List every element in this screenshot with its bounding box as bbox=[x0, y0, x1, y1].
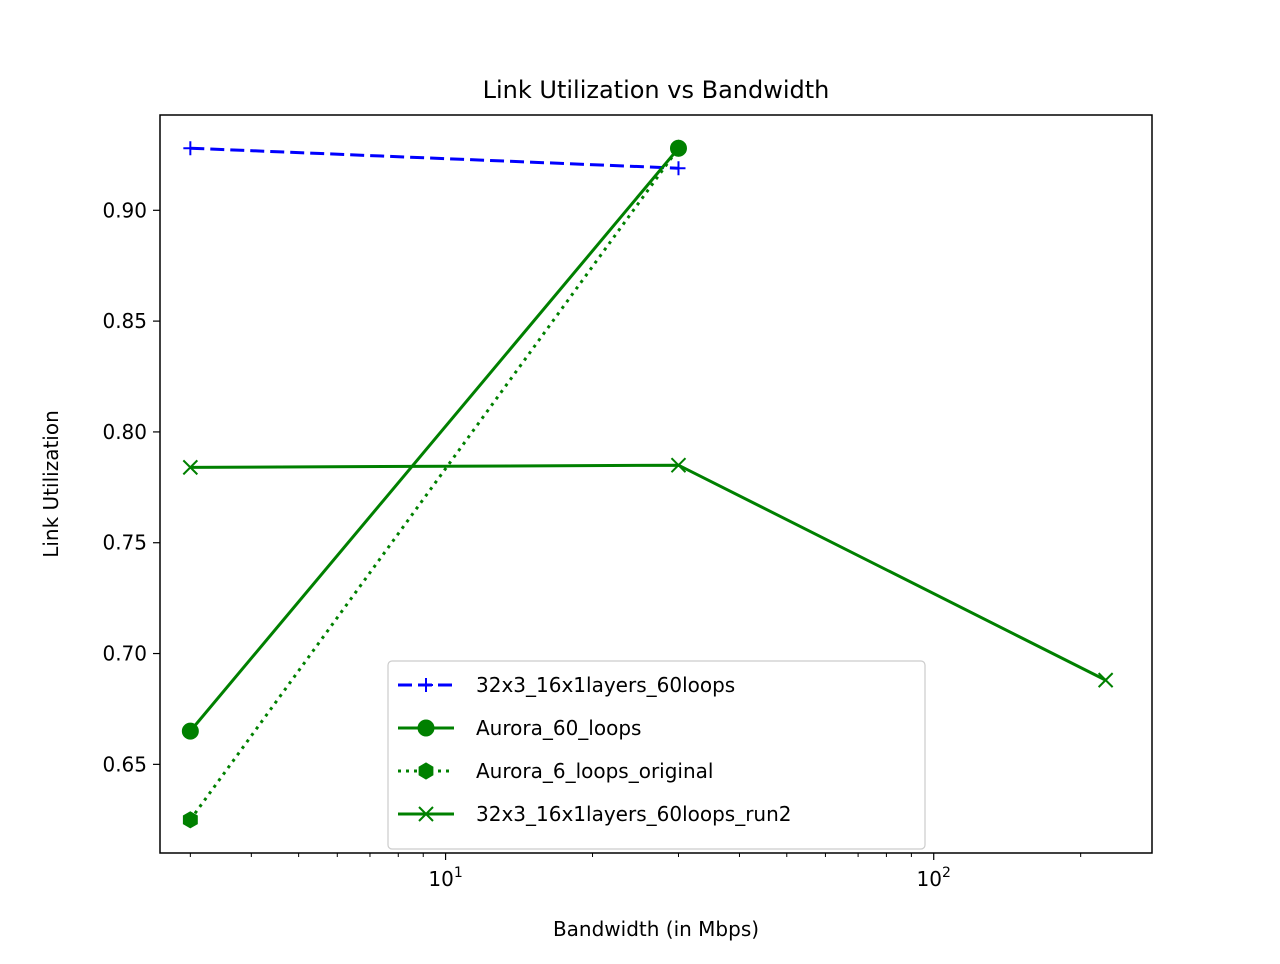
plus-marker bbox=[671, 161, 686, 176]
legend-label: 32x3_16x1layers_60loops bbox=[476, 673, 735, 697]
circle-marker bbox=[181, 722, 199, 740]
series-32x3_16x1layers_60loops_run2 bbox=[182, 457, 1114, 688]
x-tick-label: 102 bbox=[917, 865, 951, 891]
legend-entry: 32x3_16x1layers_60loops bbox=[398, 673, 735, 697]
series-line bbox=[190, 146, 679, 170]
x-axis-label: Bandwidth (in Mbps) bbox=[553, 917, 759, 941]
chart-title: Link Utilization vs Bandwidth bbox=[483, 76, 830, 104]
circle-marker bbox=[417, 719, 435, 737]
hexagon-marker bbox=[418, 762, 434, 780]
legend: 32x3_16x1layers_60loops Aurora_60_loops Au… bbox=[387, 660, 926, 850]
series-line bbox=[189, 147, 680, 821]
legend-label: Aurora_60_loops bbox=[476, 716, 641, 740]
x-marker bbox=[182, 459, 199, 476]
y-tick-label: 0.80 bbox=[102, 420, 147, 444]
y-tick-label: 0.70 bbox=[102, 642, 147, 666]
legend-entry: Aurora_6_loops_original bbox=[398, 759, 713, 783]
hexagon-marker bbox=[182, 811, 198, 829]
y-tick-label: 0.65 bbox=[102, 752, 147, 776]
plus-marker bbox=[183, 141, 198, 156]
legend-box bbox=[387, 660, 926, 850]
legend-label: 32x3_16x1layers_60loops_run2 bbox=[476, 802, 792, 826]
x-marker bbox=[1097, 672, 1114, 688]
x-marker bbox=[418, 806, 434, 822]
legend-label: Aurora_6_loops_original bbox=[476, 759, 713, 783]
series-32x3_16x1layers_60loops bbox=[183, 141, 686, 176]
series-line bbox=[189, 147, 680, 733]
plus-marker bbox=[419, 678, 433, 692]
y-tick-label: 0.90 bbox=[102, 198, 147, 222]
y-axis-label: Link Utilization bbox=[39, 410, 63, 558]
plot-area: 0.65 0.70 0.75 0.80 0.85 0.90 101 102 bbox=[102, 114, 1153, 891]
y-tick-label: 0.85 bbox=[102, 309, 147, 333]
hexagon-marker bbox=[671, 139, 686, 157]
x-tick-label: 101 bbox=[428, 865, 462, 891]
y-tick-label: 0.75 bbox=[102, 531, 147, 555]
legend-entry: Aurora_60_loops bbox=[398, 716, 641, 740]
x-marker bbox=[670, 457, 687, 473]
axes-frame bbox=[159, 114, 1153, 854]
series-Aurora_6_loops_original bbox=[182, 139, 686, 829]
legend-entry: 32x3_16x1layers_60loops_run2 bbox=[398, 802, 792, 826]
